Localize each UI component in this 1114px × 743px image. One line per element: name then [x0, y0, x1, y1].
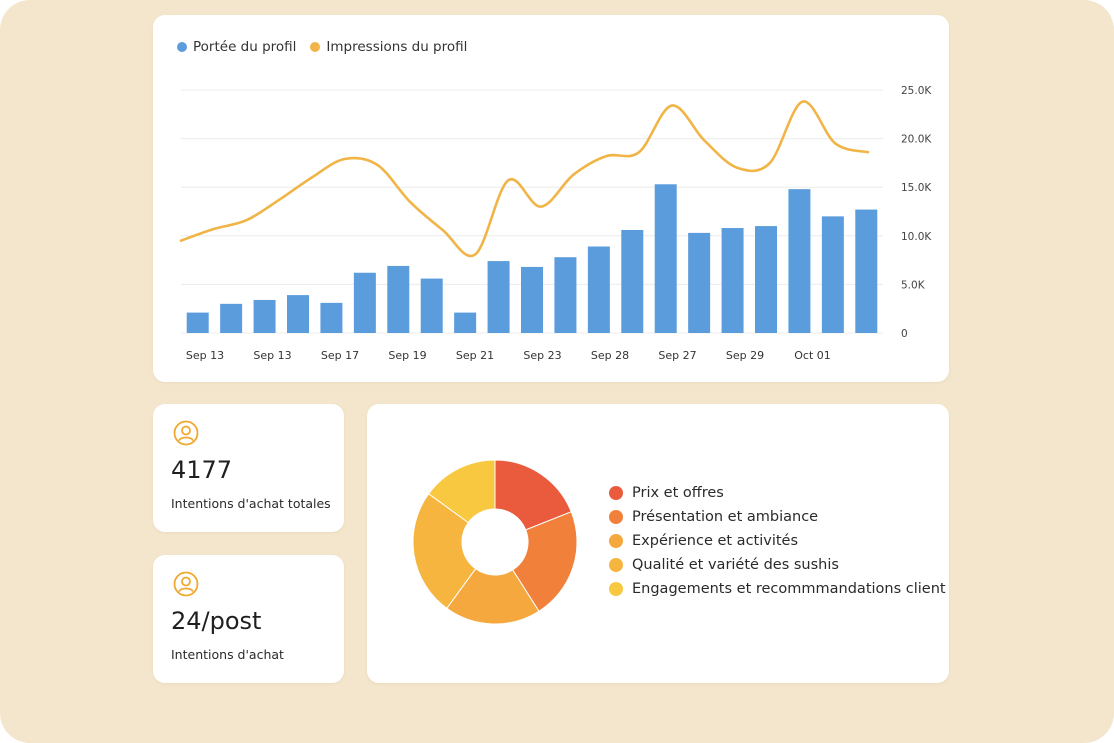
bar: [454, 312, 477, 333]
stat-label: Intentions d'achat: [171, 647, 284, 662]
bar: [387, 265, 410, 333]
bar: [420, 278, 443, 333]
donut-legend-item[interactable]: Expérience et activités: [609, 529, 946, 553]
bar: [654, 184, 677, 333]
bar: [855, 209, 878, 333]
chart-legend: Portée du profil Impressions du profil: [177, 39, 467, 55]
bar: [186, 312, 209, 333]
legend-item-impressions[interactable]: Impressions du profil: [310, 39, 467, 55]
legend-label: Engagements et recommmandations client: [632, 581, 946, 597]
bar: [353, 272, 376, 333]
legend-label: Présentation et ambiance: [632, 509, 819, 525]
x-tick-label: Sep 13: [186, 349, 224, 362]
x-tick-label: Sep 27: [658, 349, 696, 362]
user-circle-icon: [173, 571, 199, 597]
bar: [521, 266, 543, 333]
legend-dot: [609, 582, 623, 596]
donut-legend-item[interactable]: Prix et offres: [609, 481, 946, 505]
y-tick-label: 5.0K: [901, 279, 926, 291]
x-tick-label: Sep 29: [726, 349, 764, 362]
x-tick-label: Sep 21: [456, 349, 494, 362]
donut-legend-item[interactable]: Qualité et variété des sushis: [609, 553, 946, 577]
stat-card-total-intentions: 4177 Intentions d'achat totales: [153, 404, 344, 532]
user-circle-icon: [173, 420, 199, 446]
stat-value: 4177: [171, 456, 233, 484]
stat-value: 24/post: [171, 607, 262, 635]
bar: [821, 216, 844, 333]
stat-card-intentions-per-post: 24/post Intentions d'achat: [153, 555, 344, 683]
legend-label: Qualité et variété des sushis: [632, 557, 839, 573]
legend-dot: [609, 534, 623, 548]
y-tick-label: 25.0K: [901, 85, 932, 97]
topic-donut-card: Prix et offres Présentation et ambiance …: [367, 404, 949, 683]
donut-slice: [412, 493, 477, 610]
legend-label-reach: Portée du profil: [193, 39, 297, 55]
legend-dot: [609, 558, 623, 572]
legend-label: Expérience et activités: [632, 533, 799, 549]
bar: [253, 299, 276, 333]
x-tick-label: Sep 13: [253, 349, 291, 362]
x-tick-label: Sep 28: [591, 349, 629, 362]
donut-slice: [511, 511, 578, 612]
bar: [688, 232, 711, 333]
y-tick-label: 10.0K: [901, 231, 932, 243]
stat-label: Intentions d'achat totales: [171, 496, 331, 511]
legend-dot: [609, 486, 623, 500]
bar: [554, 257, 577, 333]
reach-impressions-chart-card: 25.0K 20.0K 15.0K 10.0K 5.0K 0 Sep 13 Sep 13 Sep…: [153, 15, 949, 382]
x-tick-label: Sep 17: [321, 349, 359, 362]
legend-dot: [609, 510, 623, 524]
donut-legend-item[interactable]: Engagements et recommmandations client: [609, 577, 946, 601]
y-tick-label: 20.0K: [901, 134, 932, 146]
bar: [755, 226, 777, 333]
bar-line-chart: 25.0K 20.0K 15.0K 10.0K 5.0K 0 Sep 13 Sep 13 Sep…: [179, 85, 932, 362]
donut-slice: [427, 459, 496, 524]
bar: [220, 303, 243, 333]
bar: [487, 261, 510, 333]
impressions-line: [179, 100, 870, 258]
y-tick-label: 0: [901, 328, 908, 340]
x-tick-label: Oct 01: [794, 349, 831, 362]
bar: [287, 295, 309, 333]
bar: [788, 189, 811, 333]
bar: [621, 229, 644, 333]
bar: [320, 302, 343, 333]
bar: [721, 228, 744, 333]
y-tick-label: 15.0K: [901, 182, 932, 194]
legend-dot-impressions: [310, 42, 321, 52]
legend-dot-reach: [177, 42, 187, 52]
donut-legend: Prix et offres Présentation et ambiance …: [609, 481, 946, 601]
legend-label-impressions: Impressions du profil: [326, 39, 468, 55]
legend-label: Prix et offres: [632, 485, 724, 501]
x-tick-label: Sep 23: [523, 349, 561, 362]
bar: [587, 246, 610, 333]
donut-chart: [412, 459, 578, 625]
x-tick-label: Sep 19: [388, 349, 426, 362]
donut-legend-item[interactable]: Présentation et ambiance: [609, 505, 946, 529]
legend-item-reach[interactable]: Portée du profil: [177, 39, 296, 55]
